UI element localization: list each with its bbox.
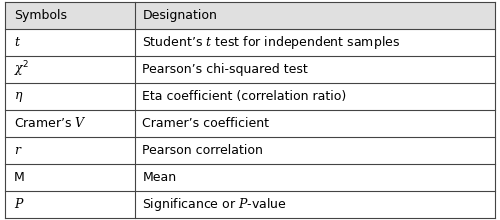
Text: Symbols: Symbols [14,9,67,22]
Text: Pearson correlation: Pearson correlation [142,144,263,157]
Text: Significance or $P$-value: Significance or $P$-value [142,196,287,213]
Text: Student’s $t$ test for independent samples: Student’s $t$ test for independent sampl… [142,34,400,51]
Text: Mean: Mean [142,171,176,184]
Text: $\eta$: $\eta$ [14,90,24,104]
Bar [5,2,495,29]
Text: M: M [14,171,25,184]
Text: Eta coefficient (correlation ratio): Eta coefficient (correlation ratio) [142,90,346,103]
Text: Cramer’s coefficient: Cramer’s coefficient [142,117,270,130]
Text: $r$: $r$ [14,144,22,157]
Text: Pearson’s chi-squared test: Pearson’s chi-squared test [142,63,308,76]
Text: $P$: $P$ [14,197,25,211]
Text: $t$: $t$ [14,36,21,49]
Text: $\chi^{2}$: $\chi^{2}$ [14,60,30,79]
Text: Cramer’s $V$: Cramer’s $V$ [14,116,87,130]
Text: Designation: Designation [142,9,217,22]
